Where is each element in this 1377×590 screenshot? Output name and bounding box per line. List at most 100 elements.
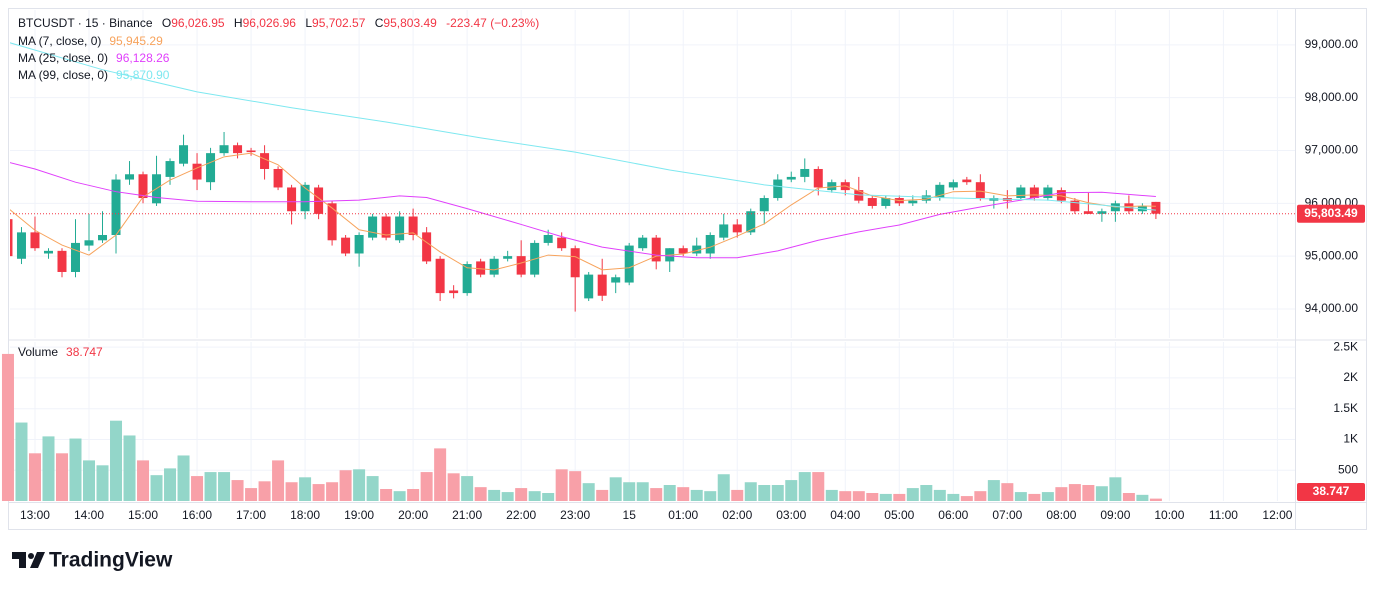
logo-mark xyxy=(28,553,34,559)
candle-body xyxy=(543,235,553,243)
volume-bar xyxy=(501,492,514,501)
candle-body xyxy=(70,242,80,272)
volume-bar xyxy=(623,482,636,501)
x-tick-label: 14:00 xyxy=(74,508,104,522)
candle-body xyxy=(516,256,526,275)
candle-body xyxy=(827,182,837,191)
x-tick-label: 21:00 xyxy=(452,508,482,522)
volume-bar xyxy=(231,480,244,501)
volume-bar xyxy=(380,489,393,501)
x-tick-label: 13:00 xyxy=(20,508,50,522)
candle-body xyxy=(10,219,13,257)
ma-value: 95,870.90 xyxy=(116,68,170,82)
x-tick-label: 02:00 xyxy=(722,508,752,522)
candle-body xyxy=(881,198,891,206)
ohlc-key: H xyxy=(234,16,243,30)
volume-bar xyxy=(771,485,784,501)
candle-body xyxy=(948,182,958,188)
candle-body xyxy=(597,274,607,296)
candle-body xyxy=(1083,211,1093,214)
volume-bar xyxy=(663,485,676,501)
volume-bar xyxy=(1109,477,1122,501)
candle-body xyxy=(935,184,945,199)
candle-body xyxy=(368,216,378,238)
volume-bar xyxy=(839,491,852,501)
volume-bar xyxy=(164,468,177,501)
candle-body xyxy=(476,261,486,275)
moving-average xyxy=(10,42,1156,211)
x-tick-label: 12:00 xyxy=(1262,508,1292,522)
chart-frame xyxy=(8,8,1367,530)
candle-body xyxy=(57,250,67,272)
volume-bar xyxy=(812,472,825,501)
volume-bar xyxy=(987,480,1000,501)
header: BTCUSDT · 15 · Binance O96,026.95 H96,02… xyxy=(18,16,539,30)
x-tick-label: 18:00 xyxy=(290,508,320,522)
volume-bar xyxy=(1055,487,1068,501)
volume-bar xyxy=(528,491,541,501)
ma-value: 96,128.26 xyxy=(116,51,170,65)
volume-bar xyxy=(353,469,366,501)
moving-average xyxy=(10,162,1156,259)
ma-name: MA (7, close, 0) xyxy=(18,34,101,48)
candle-body xyxy=(584,274,594,299)
volume-bar xyxy=(299,477,312,501)
candles xyxy=(10,42,1161,312)
ma-name: MA (25, close, 0) xyxy=(18,51,108,65)
ma-value: 95,945.29 xyxy=(109,34,163,48)
volume-bar xyxy=(1095,486,1108,501)
candle-body xyxy=(1056,190,1066,201)
volume-bar xyxy=(110,420,123,501)
y-tick-label: 97,000.00 xyxy=(1305,143,1359,157)
volume-bar xyxy=(15,422,28,501)
candle-body xyxy=(43,250,53,254)
candle-body xyxy=(624,245,634,283)
y-tick-label: 1K xyxy=(1343,432,1358,446)
candle-body xyxy=(1070,200,1080,212)
volume-bar xyxy=(326,482,339,501)
candle-body xyxy=(773,179,783,199)
candle-body xyxy=(206,153,216,183)
volume-bar xyxy=(933,489,946,501)
x-tick-label: 22:00 xyxy=(506,508,536,522)
candle-body xyxy=(570,248,580,278)
volume-bar xyxy=(609,477,622,501)
volume-bar xyxy=(123,435,136,501)
candle-body xyxy=(260,153,270,169)
candle-body xyxy=(125,174,135,180)
candle-body xyxy=(503,256,513,259)
candle-body xyxy=(314,187,324,214)
volume-bar xyxy=(218,472,231,501)
candle-body xyxy=(16,232,26,259)
volume-bar xyxy=(515,488,528,501)
candle-body xyxy=(638,237,648,249)
ohlc-key: L xyxy=(305,16,312,30)
candle-body xyxy=(219,145,229,154)
volume-bar xyxy=(42,436,55,501)
candle-body xyxy=(179,145,189,164)
volume-bar xyxy=(906,488,919,501)
ohlc-value: 96,026.96 xyxy=(243,16,297,30)
volume-bar xyxy=(339,470,352,501)
volume-bar xyxy=(569,471,582,501)
candle-body xyxy=(921,195,931,201)
candle-body xyxy=(867,198,877,206)
volume-bar xyxy=(447,473,460,501)
candle-body xyxy=(192,163,202,180)
volume-bar xyxy=(1122,493,1135,501)
ohlc-value: 96,026.95 xyxy=(171,16,225,30)
y-tick-label: 2K xyxy=(1343,370,1358,384)
volume-bar xyxy=(407,489,420,501)
candle-body xyxy=(732,224,742,233)
x-tick-label: 10:00 xyxy=(1154,508,1184,522)
logo-mark xyxy=(30,552,45,568)
candle-body xyxy=(111,179,121,236)
x-tick-label: 05:00 xyxy=(884,508,914,522)
volume-bar xyxy=(393,491,406,501)
symbol: BTCUSDT · 15 · Binance xyxy=(18,16,153,30)
volume-bar xyxy=(542,493,555,501)
volume-bar xyxy=(69,438,82,501)
volume-bar xyxy=(420,472,433,501)
volume-bar xyxy=(1014,492,1027,501)
volume-bar xyxy=(137,460,150,501)
